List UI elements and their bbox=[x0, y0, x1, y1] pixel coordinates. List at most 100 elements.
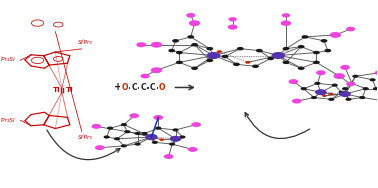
Circle shape bbox=[191, 122, 201, 127]
Circle shape bbox=[322, 95, 327, 97]
Circle shape bbox=[352, 75, 358, 78]
Text: O: O bbox=[121, 83, 128, 92]
Circle shape bbox=[375, 70, 378, 75]
Text: O: O bbox=[159, 83, 166, 92]
Circle shape bbox=[228, 25, 238, 30]
Circle shape bbox=[311, 96, 317, 99]
Circle shape bbox=[314, 82, 321, 85]
Circle shape bbox=[189, 20, 200, 26]
Circle shape bbox=[256, 49, 263, 52]
Circle shape bbox=[359, 96, 366, 99]
Circle shape bbox=[346, 27, 355, 31]
Circle shape bbox=[282, 61, 290, 64]
Circle shape bbox=[188, 147, 198, 152]
Circle shape bbox=[346, 82, 355, 86]
Circle shape bbox=[191, 43, 198, 46]
Circle shape bbox=[151, 67, 162, 73]
Circle shape bbox=[153, 115, 163, 120]
Circle shape bbox=[151, 42, 162, 48]
Circle shape bbox=[187, 35, 194, 39]
Circle shape bbox=[179, 135, 186, 139]
Circle shape bbox=[282, 13, 290, 17]
Circle shape bbox=[333, 73, 345, 79]
Circle shape bbox=[315, 89, 327, 95]
Text: ⁱPr₃Si: ⁱPr₃Si bbox=[1, 118, 15, 123]
Circle shape bbox=[155, 127, 161, 130]
Circle shape bbox=[302, 35, 308, 39]
Circle shape bbox=[282, 47, 290, 50]
Circle shape bbox=[104, 135, 110, 139]
Circle shape bbox=[135, 143, 141, 146]
Text: Ti: Ti bbox=[53, 87, 60, 93]
Text: SiᴵPr₃: SiᴵPr₃ bbox=[78, 40, 93, 45]
Circle shape bbox=[172, 128, 179, 132]
Circle shape bbox=[330, 32, 341, 38]
Circle shape bbox=[316, 70, 326, 75]
Circle shape bbox=[369, 78, 376, 81]
Circle shape bbox=[329, 93, 334, 95]
Circle shape bbox=[222, 55, 228, 58]
Circle shape bbox=[321, 39, 327, 42]
Circle shape bbox=[145, 134, 158, 140]
Circle shape bbox=[349, 82, 355, 85]
Circle shape bbox=[136, 42, 146, 47]
Circle shape bbox=[217, 50, 222, 53]
Circle shape bbox=[363, 87, 369, 90]
Circle shape bbox=[191, 67, 198, 70]
Circle shape bbox=[298, 67, 305, 70]
Circle shape bbox=[176, 61, 183, 64]
Circle shape bbox=[95, 145, 105, 150]
Circle shape bbox=[298, 45, 305, 49]
Circle shape bbox=[206, 47, 213, 50]
Circle shape bbox=[228, 17, 237, 21]
Circle shape bbox=[338, 91, 345, 94]
Circle shape bbox=[252, 64, 259, 68]
Circle shape bbox=[313, 51, 320, 54]
Circle shape bbox=[186, 13, 195, 18]
Circle shape bbox=[301, 87, 307, 90]
Circle shape bbox=[129, 113, 139, 118]
Circle shape bbox=[280, 20, 291, 26]
Text: C: C bbox=[141, 83, 146, 92]
Circle shape bbox=[332, 83, 338, 87]
Circle shape bbox=[160, 138, 164, 141]
Circle shape bbox=[271, 52, 285, 59]
Circle shape bbox=[237, 47, 244, 50]
Text: Ti: Ti bbox=[65, 87, 73, 93]
Circle shape bbox=[176, 51, 183, 54]
Circle shape bbox=[245, 61, 251, 64]
Circle shape bbox=[141, 74, 150, 78]
Text: C: C bbox=[150, 83, 156, 92]
Circle shape bbox=[124, 130, 130, 133]
Circle shape bbox=[340, 65, 350, 70]
Circle shape bbox=[373, 87, 378, 90]
Text: +: + bbox=[114, 83, 122, 92]
Circle shape bbox=[121, 123, 127, 126]
Circle shape bbox=[328, 98, 335, 101]
Circle shape bbox=[207, 52, 220, 59]
Circle shape bbox=[141, 132, 148, 135]
Circle shape bbox=[91, 124, 101, 129]
Circle shape bbox=[164, 154, 174, 159]
Circle shape bbox=[342, 87, 348, 90]
Circle shape bbox=[168, 49, 175, 52]
Circle shape bbox=[233, 63, 240, 66]
Circle shape bbox=[135, 132, 141, 135]
Circle shape bbox=[267, 57, 274, 60]
Circle shape bbox=[313, 61, 320, 64]
Circle shape bbox=[172, 39, 179, 42]
Circle shape bbox=[170, 136, 181, 142]
Circle shape bbox=[288, 79, 298, 84]
Circle shape bbox=[121, 144, 127, 147]
Circle shape bbox=[345, 98, 352, 101]
Circle shape bbox=[169, 143, 175, 146]
Text: C: C bbox=[131, 83, 137, 92]
Circle shape bbox=[292, 99, 302, 104]
Text: SiᴵPr₃: SiᴵPr₃ bbox=[78, 135, 93, 140]
Circle shape bbox=[324, 49, 331, 52]
Text: ⁱPr₃Si: ⁱPr₃Si bbox=[1, 57, 15, 62]
Circle shape bbox=[152, 141, 158, 144]
Circle shape bbox=[339, 91, 351, 97]
Circle shape bbox=[107, 127, 113, 130]
Circle shape bbox=[114, 137, 120, 140]
